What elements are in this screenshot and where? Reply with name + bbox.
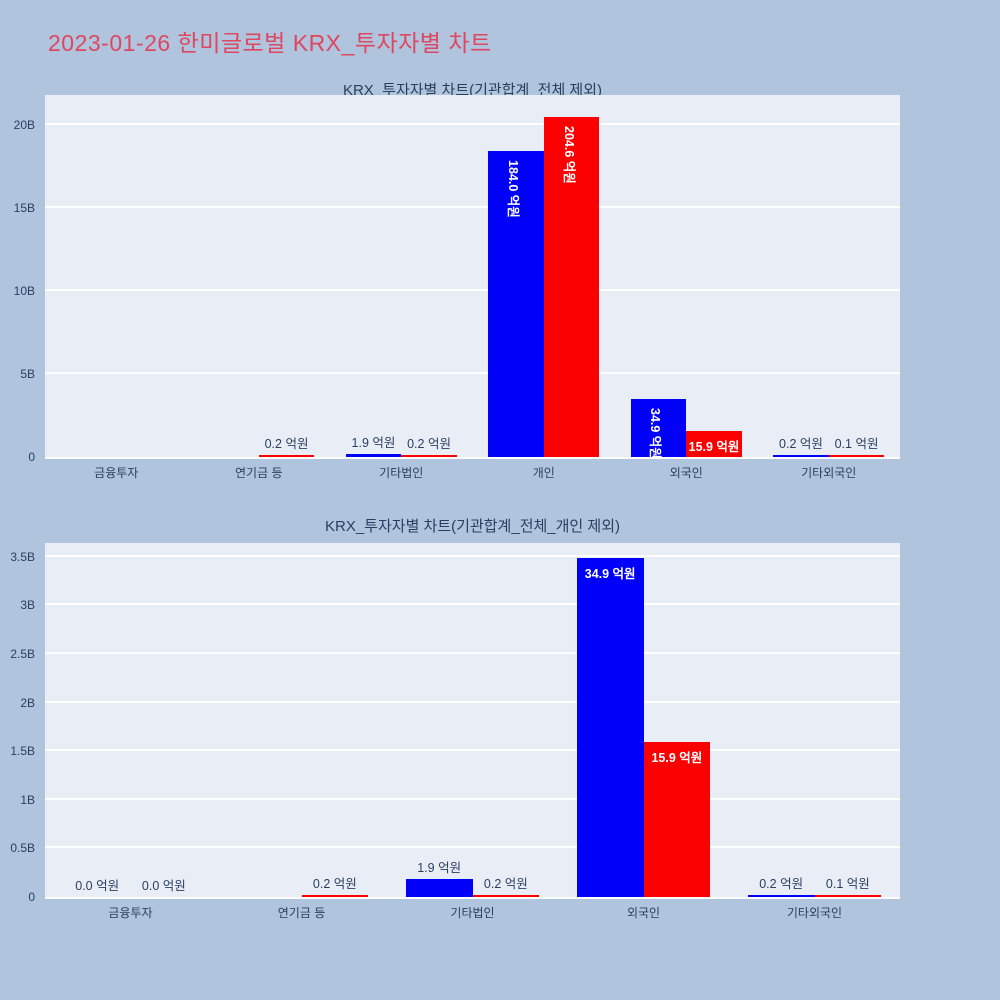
bar-blue[interactable]: 1.9 억원: [345, 436, 402, 457]
bar-red[interactable]: 0.2 억원: [472, 877, 540, 897]
bar-blue[interactable]: 34.9 억원: [576, 557, 644, 897]
y-tick-label: 10B: [13, 283, 35, 298]
bar-value-label: 0.2 억원: [759, 877, 804, 892]
bar-blue[interactable]: 0.2 억원: [747, 877, 815, 897]
x-tick-label: 금융투자: [94, 466, 139, 480]
bar-blue[interactable]: 184.0 억원: [488, 151, 544, 457]
bar-value-label: 0.2 억원: [483, 877, 528, 892]
gridline: [45, 651, 900, 654]
bar-group: 184.0 억원 204.6 억원: [473, 95, 616, 457]
bar-value-label: 204.6 억원: [561, 126, 576, 185]
y-tick-label: 0: [28, 890, 35, 904]
bar-value-label: 0.2 억원: [779, 437, 823, 452]
bar-group: [45, 95, 188, 457]
bar-red[interactable]: 15.9 억원: [643, 742, 711, 897]
page-title: 2023-01-26 한미글로벌 KRX_투자자별 차트: [48, 30, 492, 56]
gridline: [45, 603, 900, 606]
gridline: [45, 288, 900, 291]
bar-value-label: 34.9 억원: [584, 566, 636, 581]
x-tick-label: 연기금 등: [235, 466, 283, 480]
x-tick-label: 외국인: [626, 906, 661, 920]
y-tick-label: 3B: [20, 598, 35, 613]
bar-group: 0.0 억원 0.0 억원: [45, 543, 216, 897]
y-tick-label: 5B: [20, 366, 35, 381]
bar-group: 0.2 억원 0.1 억원: [758, 95, 901, 457]
bar-group: 1.9 억원 0.2 억원: [330, 95, 473, 457]
gridline: [45, 700, 900, 703]
bar-blue[interactable]: 1.9 억원: [405, 861, 473, 897]
y-tick-label: 0: [28, 450, 35, 464]
y-tick-label: 3.5B: [10, 549, 35, 564]
bar-value-label: 184.0 억원: [505, 160, 520, 219]
y-axis: 0 5B 10B 15B 20B: [0, 95, 40, 464]
x-tick-label: 기타법인: [379, 466, 424, 480]
bar-group: 34.9 억원 15.9 억원: [558, 543, 729, 897]
gridline: [45, 554, 900, 557]
y-tick-label: 2B: [20, 695, 35, 710]
bar-red[interactable]: 204.6 억원: [543, 117, 600, 457]
bar-blue[interactable]: 0.2 억원: [773, 437, 829, 457]
bar-red[interactable]: 0.2 억원: [301, 877, 369, 897]
y-tick-label: 20B: [13, 117, 35, 132]
bar-group: 34.9 억원 15.9 억원: [615, 95, 758, 459]
x-tick-label: 개인: [532, 466, 555, 480]
x-axis: 금융투자 연기금 등 기타법인 개인 외국인 기타외국인: [45, 464, 900, 481]
x-axis: 금융투자 연기금 등 기타법인 외국인 기타외국인: [45, 904, 900, 921]
chart-title: KRX_투자자별 차트(기관합계_전체 제외): [342, 82, 603, 99]
x-tick-label: 기타법인: [450, 906, 495, 920]
bar-red[interactable]: 0.2 억원: [401, 437, 457, 457]
bar-value-label: 0.0 억원: [75, 879, 120, 893]
bar-value-label: 1.9 억원: [351, 435, 396, 450]
y-tick-label: 0.5B: [10, 841, 35, 856]
y-tick-label: 1B: [20, 792, 35, 807]
gridline: [45, 371, 900, 374]
bar-value-label: 15.9 억원: [688, 439, 740, 454]
plot-area[interactable]: 0.2 억원 1.9 억원 0.2 억원 184.0 억원 204.6 억원 34.9 억…: [45, 95, 900, 459]
bar-red[interactable]: 0.1 억원: [814, 877, 882, 897]
bar-value-label: 0.2 억원: [264, 437, 309, 452]
bar-group: 0.2 억원: [188, 95, 331, 457]
gridline: [45, 122, 900, 125]
gridline: [45, 797, 900, 800]
bar-value-label: 34.9 억원: [648, 408, 663, 459]
chart-title: KRX_투자자별 차트(기관합계_전체_개인 제외): [325, 518, 620, 535]
bar-value-label: 0.1 억원: [825, 877, 870, 892]
bar-value-label: 0.1 억원: [834, 437, 879, 452]
x-tick-label: 기타외국인: [786, 906, 843, 920]
bar-group: 1.9 억원 0.2 억원: [387, 543, 558, 897]
y-tick-label: 15B: [13, 200, 35, 215]
bar-group: 0.2 억원: [216, 543, 387, 897]
gridline: [45, 205, 900, 208]
x-tick-label: 연기금 등: [277, 906, 326, 920]
gridline: [45, 846, 900, 849]
gridline: [45, 749, 900, 752]
bar-group: 0.2 억원 0.1 억원: [729, 543, 900, 897]
bar-red[interactable]: 0.1 억원: [828, 437, 885, 457]
bar-red[interactable]: 15.9 억원: [686, 430, 742, 457]
bar-blue[interactable]: 34.9 억원: [630, 399, 687, 459]
bar-value-label: 0.2 억원: [312, 877, 357, 892]
bar-value-label: 0.0 억원: [141, 879, 186, 893]
x-tick-label: 외국인: [669, 466, 703, 480]
y-axis: 0 0.5B 1B 1.5B 2B 2.5B 3B 3.5B: [0, 543, 40, 904]
bar-red[interactable]: 0.2 억원: [258, 437, 315, 457]
y-tick-label: 1.5B: [10, 744, 35, 759]
bar-value-label: 1.9 억원: [417, 860, 462, 875]
bar-value-label: 0.2 억원: [407, 437, 451, 452]
x-tick-label: 기타외국인: [801, 466, 857, 480]
y-tick-label: 2.5B: [10, 646, 35, 661]
x-tick-label: 금융투자: [108, 906, 153, 920]
plot-area[interactable]: 0.0 억원 0.0 억원 0.2 억원 1.9 억원 0.2 억원 34.9 억원 15.…: [45, 543, 900, 899]
bar-value-label: 15.9 억원: [651, 751, 703, 766]
